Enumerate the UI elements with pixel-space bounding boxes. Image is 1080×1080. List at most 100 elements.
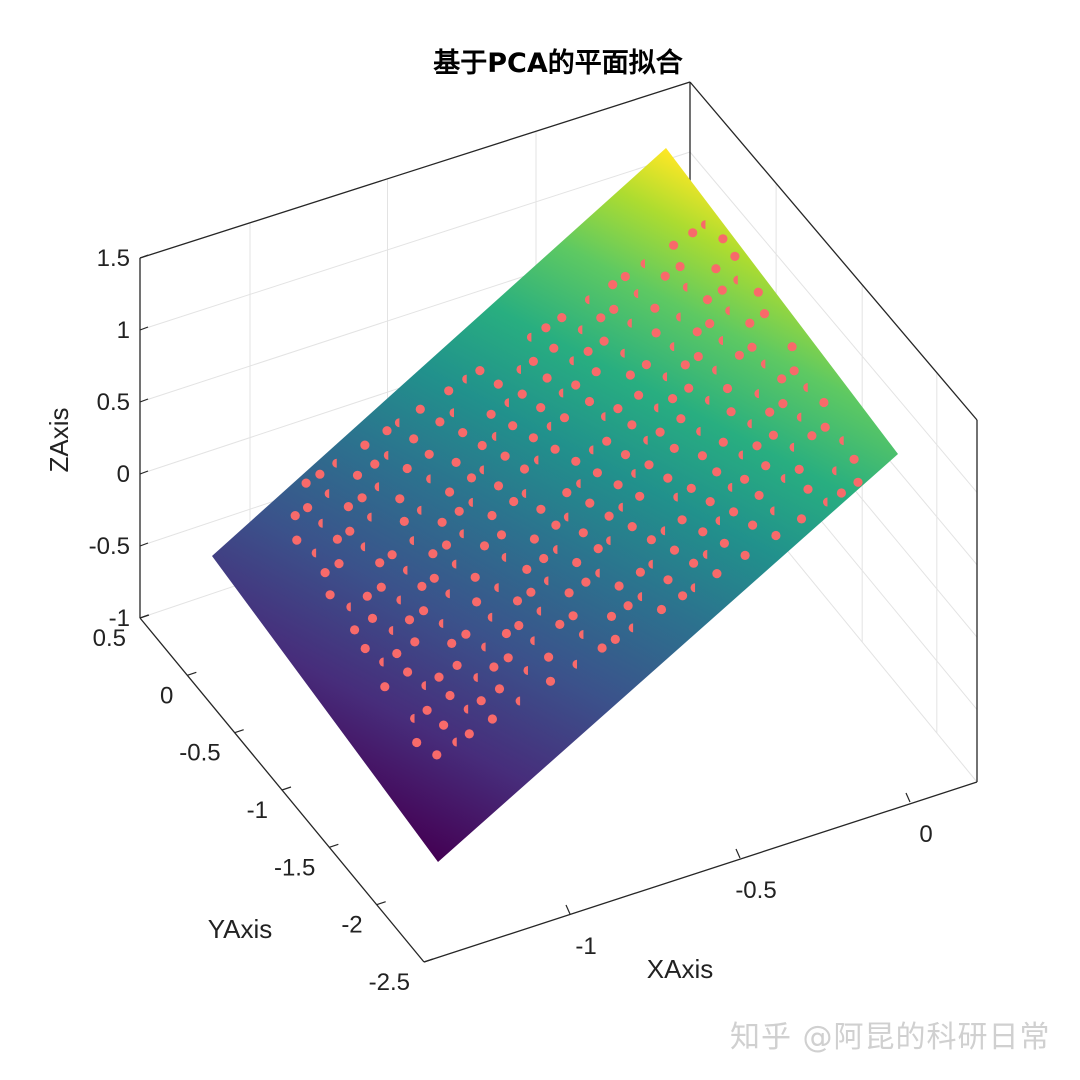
sample-point <box>481 642 486 652</box>
sample-point <box>588 445 594 455</box>
y-tick-mark <box>234 729 244 734</box>
sample-point <box>599 336 609 346</box>
sample-point <box>544 652 554 662</box>
sample-point <box>620 271 630 282</box>
sample-point <box>620 450 631 460</box>
sample-point <box>602 436 612 446</box>
sample-point <box>515 696 521 706</box>
sample-point <box>542 373 552 383</box>
sample-point <box>676 312 681 322</box>
sample-point <box>740 474 750 484</box>
sample-point <box>550 444 560 454</box>
sample-point <box>555 619 565 630</box>
sample-point <box>680 360 690 370</box>
z-tick-mark <box>139 254 149 259</box>
sample-point <box>512 596 523 606</box>
grid-line <box>689 151 978 493</box>
sample-point <box>633 289 639 299</box>
sample-point <box>725 306 730 316</box>
sample-point <box>487 612 493 622</box>
sample-point <box>479 465 484 475</box>
sample-point <box>367 512 372 522</box>
sample-point <box>352 470 363 480</box>
z-tick-mark <box>139 398 149 403</box>
sample-point <box>526 332 532 342</box>
sample-point <box>614 581 624 591</box>
sample-point <box>625 370 636 380</box>
sample-point <box>596 313 606 323</box>
y-tick-mark <box>376 901 386 906</box>
sample-point <box>486 409 496 419</box>
sample-point <box>853 477 863 487</box>
sample-point <box>704 395 710 405</box>
sample-point <box>722 383 733 394</box>
sample-point <box>394 418 400 428</box>
sample-point <box>581 577 591 587</box>
sample-point <box>529 534 540 544</box>
sample-point <box>496 530 507 540</box>
sample-point <box>646 535 657 545</box>
sample-point <box>290 510 300 521</box>
sample-point <box>473 672 478 682</box>
sample-point <box>541 323 551 333</box>
sample-point <box>748 520 758 530</box>
sample-point <box>635 491 645 501</box>
sample-point <box>501 628 511 639</box>
sample-point <box>668 394 678 404</box>
sample-point <box>660 271 670 281</box>
sample-point <box>428 549 438 559</box>
sample-point <box>673 492 678 502</box>
sample-point <box>610 634 620 645</box>
sample-point <box>718 234 728 244</box>
sample-point <box>606 536 611 546</box>
sample-point <box>718 336 723 346</box>
sample-point <box>409 536 414 546</box>
x-tick-mark <box>905 792 911 803</box>
sample-point <box>438 618 444 628</box>
sample-point <box>434 672 444 682</box>
sample-point <box>849 454 859 464</box>
box-edge <box>689 81 978 421</box>
sample-point <box>794 464 804 474</box>
sample-point <box>592 468 603 478</box>
sample-point <box>669 342 675 352</box>
sample-point <box>563 512 569 522</box>
sample-point <box>678 591 688 601</box>
sample-point <box>466 473 477 483</box>
y-tick-label: -0.5 <box>179 740 220 767</box>
sample-point <box>491 431 497 441</box>
sample-point <box>650 303 660 313</box>
sample-point <box>803 484 813 494</box>
sample-point <box>320 568 330 578</box>
sample-point <box>669 545 680 555</box>
sample-point <box>350 625 360 635</box>
sample-point <box>727 482 733 492</box>
sample-point <box>760 359 766 369</box>
sample-point <box>635 567 646 577</box>
sample-point <box>836 488 847 498</box>
sample-point <box>613 404 623 414</box>
sample-point <box>399 516 409 527</box>
sample-point <box>387 550 397 560</box>
sample-point <box>682 282 688 292</box>
sample-point <box>551 520 561 530</box>
sample-point <box>558 388 564 398</box>
sample-point <box>631 468 636 478</box>
sample-point <box>292 535 302 545</box>
sample-point <box>584 396 595 407</box>
sample-point <box>577 325 583 335</box>
chart-title: 基于PCA的平面拟合 <box>433 47 683 79</box>
sample-point <box>663 473 673 483</box>
sample-point <box>787 342 797 352</box>
sample-point <box>628 623 634 633</box>
x-axis-label: XAxis <box>647 954 713 984</box>
sample-point <box>311 548 317 558</box>
sample-point <box>360 643 370 654</box>
y-tick-label: -2 <box>341 912 362 939</box>
sample-point <box>712 467 722 477</box>
sample-point <box>536 403 546 413</box>
sample-point <box>641 360 652 370</box>
sample-point <box>392 648 402 659</box>
sample-point <box>451 457 461 467</box>
